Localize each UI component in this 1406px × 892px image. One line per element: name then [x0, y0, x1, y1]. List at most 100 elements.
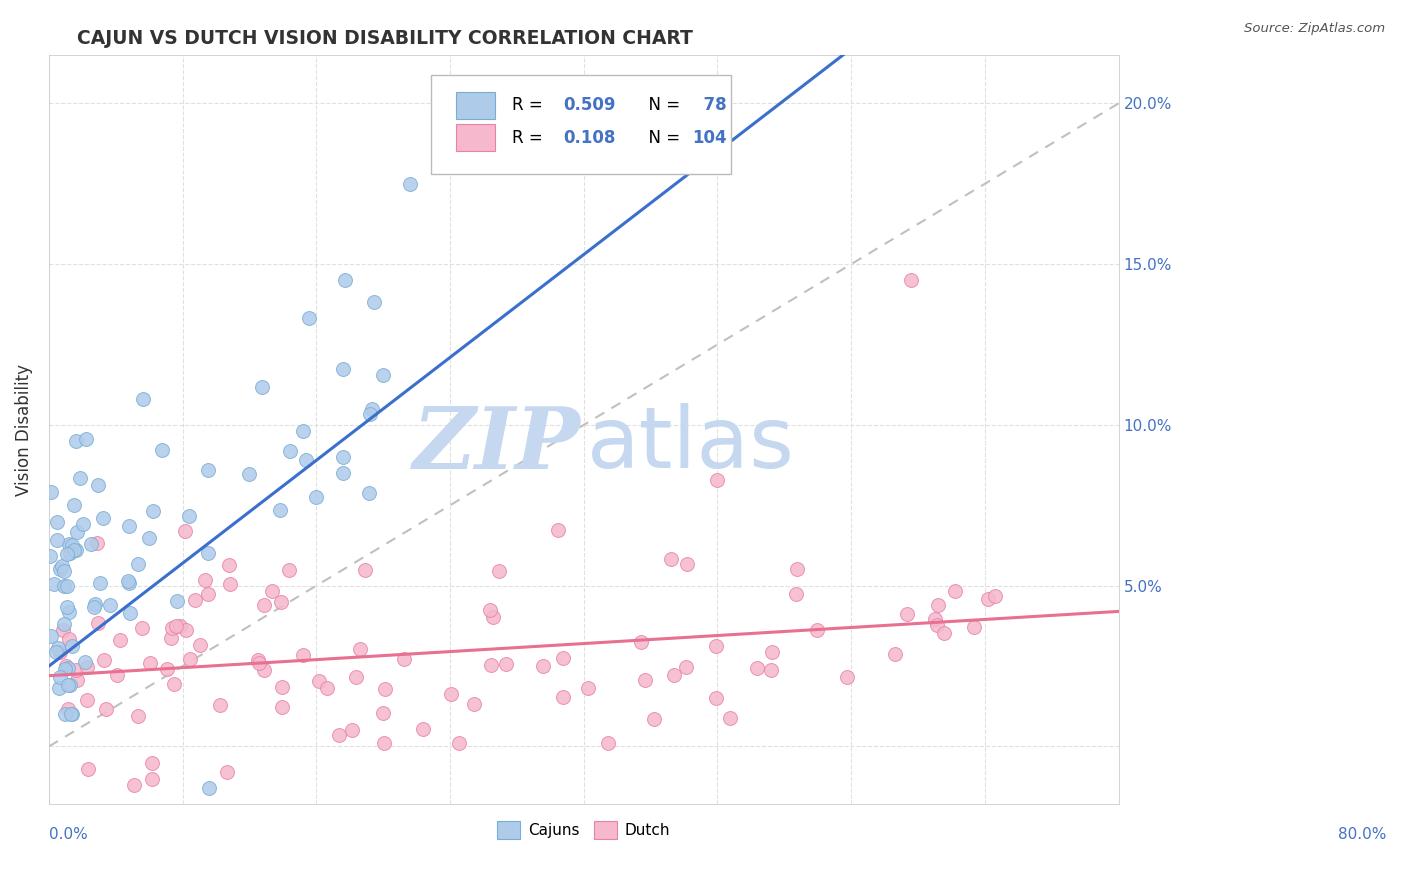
Point [62, 498, 84, 512]
Point [60, 639, 83, 653]
Point [373, 736, 395, 750]
Point [806, 623, 828, 637]
Point [52, 617, 75, 632]
Point [188, 639, 211, 653]
Point [745, 660, 768, 674]
Point [138, 531, 160, 545]
Text: 80.0%: 80.0% [1337, 827, 1386, 842]
Point [479, 658, 502, 673]
Point [179, 652, 201, 666]
Point [785, 587, 807, 601]
Point [246, 652, 269, 666]
Point [278, 563, 301, 577]
Point [977, 592, 1000, 607]
Point [58, 537, 80, 551]
Point [65, 663, 87, 677]
Point [332, 450, 354, 465]
Point [197, 463, 219, 477]
Text: atlas: atlas [586, 403, 794, 486]
Text: ZIP: ZIP [413, 403, 581, 486]
Point [253, 599, 276, 613]
Point [122, 778, 145, 792]
Point [371, 706, 394, 720]
Point [547, 523, 569, 537]
Point [218, 577, 240, 591]
Text: 0.108: 0.108 [564, 128, 616, 146]
Point [761, 664, 783, 678]
Point [269, 503, 291, 517]
Point [53, 579, 76, 593]
Point [576, 681, 599, 695]
Point [80, 537, 103, 551]
Text: R =: R = [512, 96, 548, 114]
Point [900, 273, 922, 287]
Point [927, 598, 949, 612]
Point [76, 762, 98, 776]
Point [394, 652, 416, 666]
Point [73, 655, 96, 669]
Point [165, 619, 187, 633]
Point [374, 682, 396, 697]
Point [141, 756, 163, 770]
Point [60, 707, 83, 722]
Point [55, 658, 77, 673]
Point [177, 508, 200, 523]
Point [270, 595, 292, 609]
Point [56, 600, 79, 615]
Point [373, 368, 395, 382]
Point [349, 642, 371, 657]
Point [215, 765, 238, 780]
Point [53, 662, 76, 676]
Point [495, 657, 517, 671]
Point [943, 584, 966, 599]
Point [675, 659, 697, 673]
Point [704, 640, 727, 654]
Point [169, 619, 191, 633]
Point [174, 623, 197, 637]
Point [127, 709, 149, 723]
Point [56, 547, 79, 561]
Point [166, 594, 188, 608]
Point [141, 772, 163, 786]
Point [59, 678, 82, 692]
Point [298, 310, 321, 325]
Point [87, 615, 110, 630]
Point [53, 564, 76, 578]
Point [76, 660, 98, 674]
Point [56, 678, 79, 692]
Point [72, 516, 94, 531]
Point [110, 632, 132, 647]
Point [65, 434, 87, 448]
Point [340, 723, 363, 737]
Point [308, 674, 330, 689]
Point [45, 533, 67, 547]
Point [46, 640, 69, 655]
Text: Source: ZipAtlas.com: Source: ZipAtlas.com [1244, 22, 1385, 36]
Point [89, 576, 111, 591]
Point [76, 693, 98, 707]
Point [332, 466, 354, 480]
Point [271, 680, 294, 694]
Point [706, 473, 728, 487]
Point [661, 552, 683, 566]
FancyBboxPatch shape [457, 92, 495, 119]
Point [58, 546, 80, 560]
Point [218, 558, 240, 573]
Point [41, 629, 63, 643]
Point [98, 599, 121, 613]
Text: 104: 104 [692, 128, 727, 146]
Point [786, 562, 808, 576]
Legend: Cajuns, Dutch: Cajuns, Dutch [491, 814, 676, 846]
Point [328, 728, 350, 742]
Point [142, 504, 165, 518]
Point [93, 653, 115, 667]
Point [359, 486, 381, 500]
Point [86, 536, 108, 550]
Point [118, 518, 141, 533]
Point [48, 681, 70, 695]
Point [896, 607, 918, 622]
Point [105, 668, 128, 682]
Text: 0.0%: 0.0% [49, 827, 87, 842]
Point [58, 632, 80, 646]
Point [363, 294, 385, 309]
